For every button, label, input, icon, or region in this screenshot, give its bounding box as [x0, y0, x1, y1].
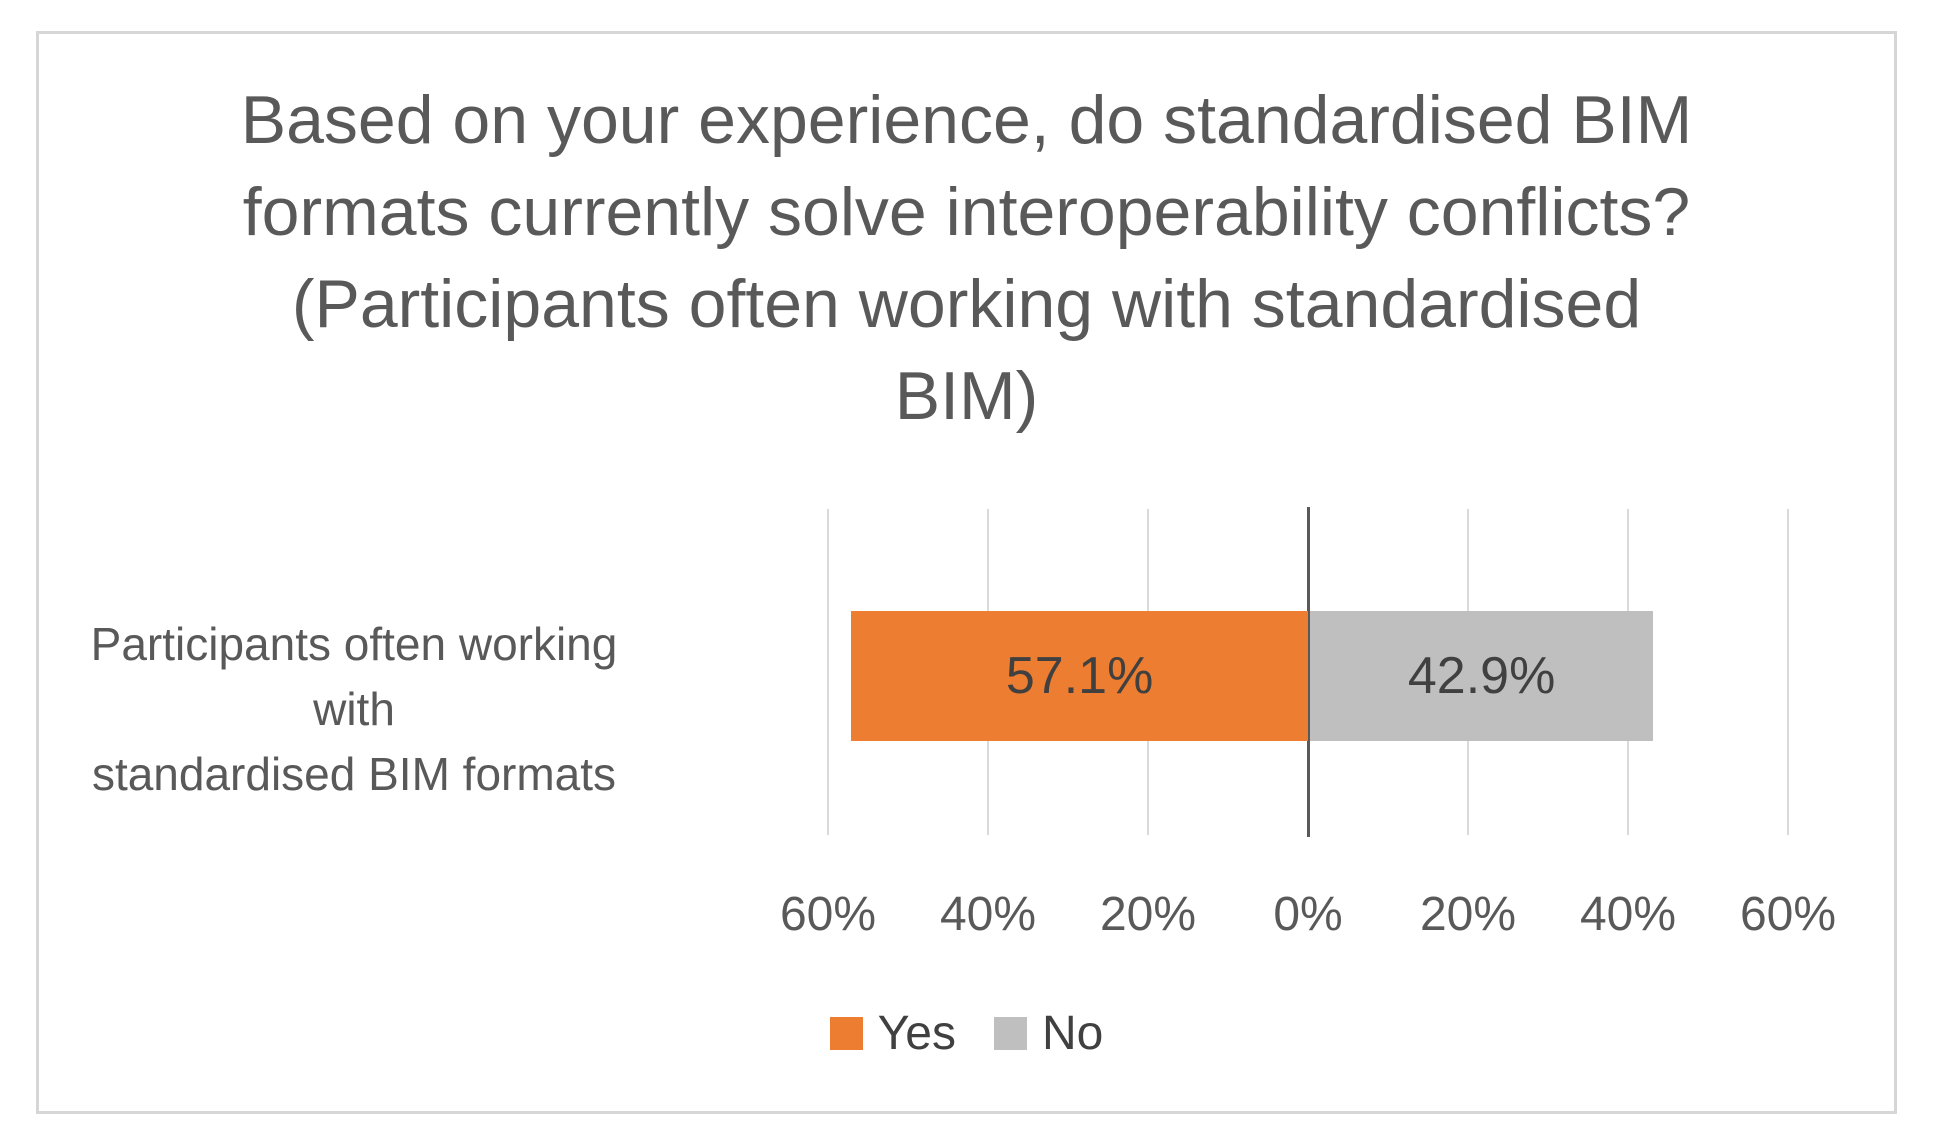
legend: Yes No — [39, 1006, 1894, 1061]
category-axis-label-line: standardised BIM formats — [91, 748, 617, 800]
x-axis-tick-label: 0% — [1273, 888, 1343, 941]
category-axis-label-line: Participants often working with — [90, 618, 618, 735]
chart-title-line: BIM) — [894, 358, 1039, 434]
plot-area: 57.1% 42.9% 60% 40% 20% 0% 20% 40% 60% — [780, 507, 1836, 941]
x-axis-tick-label: 60% — [1739, 888, 1837, 941]
x-axis-tick-label: 40% — [939, 888, 1037, 941]
x-axis-tick-label: 40% — [1579, 888, 1677, 941]
legend-item-no[interactable]: No — [993, 1006, 1104, 1061]
gridline — [827, 509, 829, 835]
legend-item-yes[interactable]: Yes — [829, 1006, 956, 1061]
x-axis-tick-labels: 60% 40% 20% 0% 20% 40% 60% — [780, 509, 1836, 941]
legend-label-yes: Yes — [877, 1007, 956, 1060]
no-swatch-icon — [993, 1017, 1027, 1050]
gridline — [1787, 509, 1789, 835]
bar-yes[interactable]: 57.1% — [851, 611, 1308, 741]
chart-title-line: (Participants often working with standar… — [291, 266, 1642, 342]
x-axis-tick-label: 20% — [1419, 888, 1517, 941]
bar-yes-data-label: 57.1% — [1005, 647, 1154, 705]
x-axis-tick-label: 60% — [779, 888, 877, 941]
zero-axis-line — [1307, 507, 1310, 837]
chart-title-line: formats currently solve interoperability… — [242, 174, 1691, 250]
x-axis-tick-label: 20% — [1099, 888, 1197, 941]
chart-frame: Based on your experience, do standardise… — [36, 31, 1897, 1114]
legend-label-no: No — [1041, 1007, 1104, 1060]
bar-no[interactable]: 42.9% — [1310, 611, 1654, 741]
bar-no-data-label: 42.9% — [1407, 647, 1556, 705]
chart-title: Based on your experience, do standardise… — [39, 74, 1894, 442]
category-axis-label: Participants often working with standard… — [44, 612, 664, 807]
yes-swatch-icon — [829, 1017, 863, 1050]
chart-title-line: Based on your experience, do standardise… — [240, 82, 1693, 158]
